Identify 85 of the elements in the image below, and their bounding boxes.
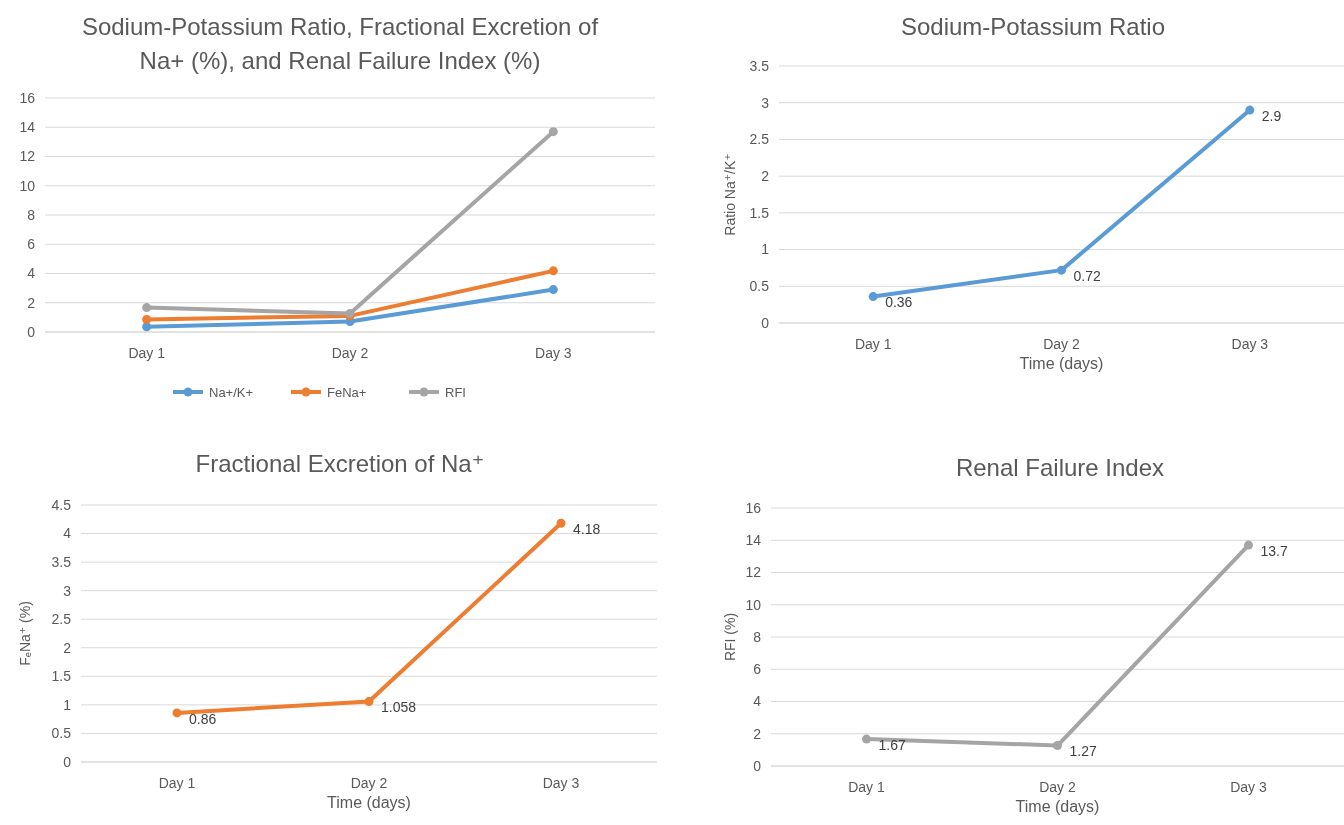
legend-label: RFI [445, 384, 466, 400]
y-tick-label: 4 [27, 265, 36, 282]
x-tick-label: Day 1 [128, 345, 166, 361]
y-tick-label: 12 [19, 148, 36, 165]
chart-title: Fractional Excretion of Na⁺ [195, 450, 485, 477]
x-tick-label: Day 1 [854, 336, 892, 352]
x-axis-title: Time (days) [327, 794, 411, 811]
y-tick-label: 10 [19, 177, 36, 194]
y-tick-label: 2 [753, 725, 762, 742]
chart-title: Sodium-Potassium Ratio [900, 13, 1166, 40]
data-label: 13.7 [1260, 542, 1288, 559]
x-tick-label: Day 3 [1231, 336, 1269, 352]
data-label: 0.36 [885, 294, 913, 311]
point [1053, 741, 1062, 751]
point [1057, 265, 1066, 275]
legend-label: Na+/K+ [209, 384, 254, 400]
y-tick-label: 8 [753, 628, 762, 645]
y-tick-label: 0 [761, 314, 770, 331]
point [364, 697, 374, 707]
y-axis-title: RFI (%) [722, 612, 738, 662]
x-tick-label: Day 2 [1043, 336, 1080, 352]
data-label: 2.9 [1261, 107, 1282, 124]
point [142, 303, 152, 313]
y-tick-label: 10 [745, 596, 762, 613]
y-tick-label: 4.5 [51, 496, 72, 513]
x-tick-label: Day 1 [848, 779, 885, 795]
y-tick-label: 2 [63, 639, 72, 656]
y-tick-label: 1.5 [749, 204, 770, 221]
chart-title: Sodium-Potassium Ratio, Fractional Excretion of Na+ (%), and Renal Failure Index (%) [81, 13, 599, 74]
y-tick-label: 3 [63, 582, 72, 599]
y-tick-label: 0.5 [51, 725, 72, 742]
x-tick-label: Day 1 [158, 775, 196, 791]
y-tick-label: 2 [761, 168, 770, 185]
y-tick-label: 2.5 [51, 611, 72, 628]
y-tick-label: 14 [745, 532, 762, 549]
data-label: 1.27 [1069, 743, 1097, 760]
point [548, 127, 558, 137]
x-tick-label: Day 3 [1230, 779, 1267, 795]
y-tick-label: 1 [63, 696, 72, 713]
x-tick-label: Day 3 [542, 775, 580, 791]
y-tick-label: 12 [745, 564, 762, 581]
point [868, 292, 878, 302]
data-label: 4.18 [573, 521, 601, 538]
y-tick-label: 6 [753, 661, 762, 678]
y-axis-title: FₑNa⁺ (%) [17, 601, 33, 666]
point [142, 322, 152, 332]
x-axis-title: Time (days) [1019, 355, 1104, 372]
y-tick-label: 0.5 [749, 278, 770, 295]
y-tick-label: 16 [745, 499, 762, 516]
legend-label: FeNa+ [327, 384, 367, 400]
y-tick-label: 14 [19, 119, 36, 136]
y-tick-label: 1 [761, 241, 770, 258]
point [548, 266, 558, 276]
y-tick-label: 4 [753, 693, 762, 710]
x-tick-label: Day 2 [331, 345, 369, 361]
x-tick-label: Day 2 [1039, 779, 1076, 795]
y-tick-label: 1.5 [51, 668, 72, 685]
y-tick-label: 0 [753, 757, 762, 774]
y-tick-label: 3.5 [749, 57, 770, 74]
y-tick-label: 16 [19, 89, 36, 106]
data-label: 0.86 [189, 710, 217, 727]
data-label: 1.058 [381, 699, 417, 716]
y-tick-label: 6 [27, 236, 36, 253]
y-tick-label: 3 [761, 94, 770, 111]
y-tick-label: 2 [27, 294, 36, 311]
y-tick-label: 4 [63, 525, 72, 542]
y-tick-label: 2.5 [749, 131, 770, 148]
y-tick-label: 0 [27, 323, 36, 340]
point [862, 734, 871, 744]
y-tick-label: 0 [63, 753, 72, 770]
point [1244, 540, 1253, 550]
point [548, 285, 558, 295]
y-tick-label: 3.5 [51, 554, 72, 571]
y-tick-label: 8 [27, 206, 36, 223]
x-axis-title: Time (days) [1015, 798, 1100, 815]
x-tick-label: Day 3 [535, 345, 572, 361]
point [556, 518, 566, 528]
y-axis-title: Ratio Na⁺/K⁺ [722, 153, 738, 236]
point [142, 314, 152, 324]
data-label: 1.67 [878, 736, 906, 753]
x-tick-label: Day 2 [350, 775, 388, 791]
data-label: 0.72 [1073, 268, 1101, 285]
point [172, 708, 182, 718]
point [1245, 105, 1255, 115]
chart-title: Renal Failure Index [955, 454, 1165, 481]
